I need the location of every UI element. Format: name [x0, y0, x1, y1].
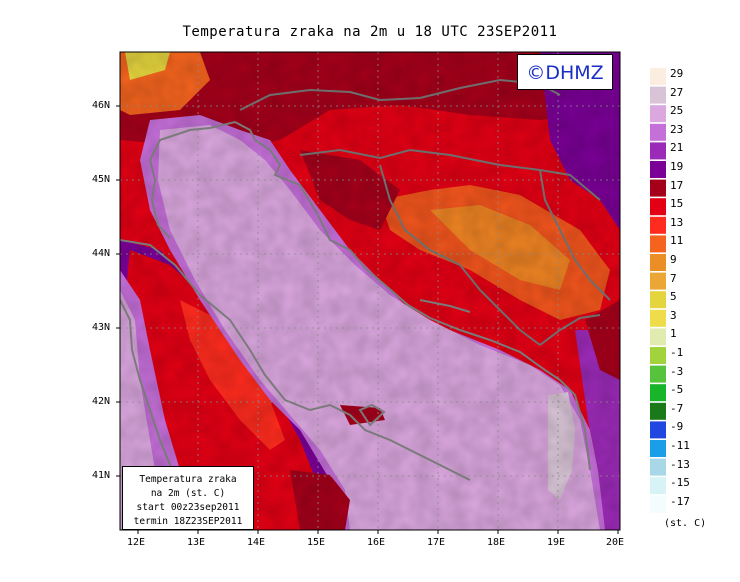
legend-swatch: [650, 68, 666, 85]
dhmz-logo: ©DHMZ: [517, 54, 613, 90]
legend-swatch: [650, 272, 666, 290]
lon-label-20e: 20E: [606, 537, 625, 548]
legend-label: 21: [670, 141, 684, 155]
legend-label: -9: [670, 420, 684, 434]
legend-label: -1: [670, 346, 684, 359]
legend-swatch: [650, 179, 666, 197]
legend-label: 13: [670, 215, 684, 229]
legend-label: 1: [670, 327, 677, 341]
info-box: Temperatura zraka na 2m (st. C) start 00…: [122, 466, 254, 530]
legend-label: 17: [670, 178, 684, 192]
legend-swatch: [650, 421, 666, 439]
legend-label: 15: [670, 197, 684, 211]
info-line-start: start 00z23sep2011: [136, 502, 240, 513]
lat-label-44n: 44N: [92, 248, 111, 259]
lat-label-43n: 43N: [92, 322, 111, 333]
legend-label: 27: [670, 85, 684, 99]
legend-swatch: [650, 291, 666, 309]
legend-swatch: [650, 198, 666, 216]
color-legend: [650, 68, 666, 513]
legend-swatch: [650, 161, 666, 178]
legend-swatch: [650, 254, 666, 271]
legend-unit: (st. C): [664, 518, 707, 529]
legend-swatch: [650, 142, 666, 160]
lon-label-17e: 17E: [427, 537, 446, 548]
legend-label: -13: [670, 457, 690, 471]
lon-label-12e: 12E: [127, 537, 146, 548]
lon-label-13e: 13E: [187, 537, 206, 548]
legend-label: -3: [670, 364, 684, 378]
legend-label: -15: [670, 476, 690, 490]
legend-label: -17: [670, 494, 690, 508]
legend-swatch: [650, 458, 666, 476]
lon-label-19e: 19E: [547, 537, 566, 548]
lon-label-18e: 18E: [487, 537, 506, 548]
map-frame: [119, 51, 621, 531]
legend-swatch: [650, 235, 666, 253]
lon-label-15e: 15E: [307, 537, 326, 548]
legend-label: 29: [670, 67, 684, 80]
legend-label: -7: [670, 401, 684, 415]
legend-swatch: [650, 402, 666, 420]
legend-label: -5: [670, 383, 684, 397]
legend-label: 7: [670, 271, 677, 285]
legend-swatch: [650, 477, 666, 495]
lat-label-46n: 46N: [92, 100, 111, 111]
legend-swatch: [650, 347, 666, 364]
legend-swatch: [650, 328, 666, 346]
legend-label: 19: [670, 160, 684, 173]
legend-swatch: [650, 309, 666, 327]
lon-label-16e: 16E: [367, 537, 386, 548]
legend-label: 5: [670, 290, 677, 304]
lat-label-41n: 41N: [92, 470, 111, 481]
legend-swatch: [650, 105, 666, 123]
lon-label-14e: 14E: [247, 537, 266, 548]
legend-label: 3: [670, 308, 677, 322]
coastline: [120, 120, 591, 530]
legend-swatch: [650, 495, 666, 513]
legend-label: 11: [670, 234, 684, 248]
lat-label-45n: 45N: [92, 174, 111, 185]
grid: [120, 52, 620, 530]
info-line-valid: termin 18Z23SEP2011: [133, 516, 243, 527]
legend-swatch: [650, 216, 666, 234]
lat-label-42n: 42N: [92, 396, 111, 407]
legend-label: 25: [670, 104, 684, 118]
legend-swatch: [650, 123, 666, 141]
info-line-variable: Temperatura zraka: [139, 474, 237, 485]
axis-ticks: [116, 105, 619, 534]
legend-swatch: [650, 440, 666, 457]
map-title: Temperatura zraka na 2m u 18 UTC 23SEP20…: [182, 24, 558, 40]
legend-label: 9: [670, 253, 677, 266]
info-line-unit: na 2m (st. C): [150, 488, 226, 499]
legend-swatch: [650, 365, 666, 383]
legend-label: 23: [670, 122, 684, 136]
legend-swatch: [650, 384, 666, 402]
legend-swatch: [650, 86, 666, 104]
legend-label: -11: [670, 439, 690, 452]
